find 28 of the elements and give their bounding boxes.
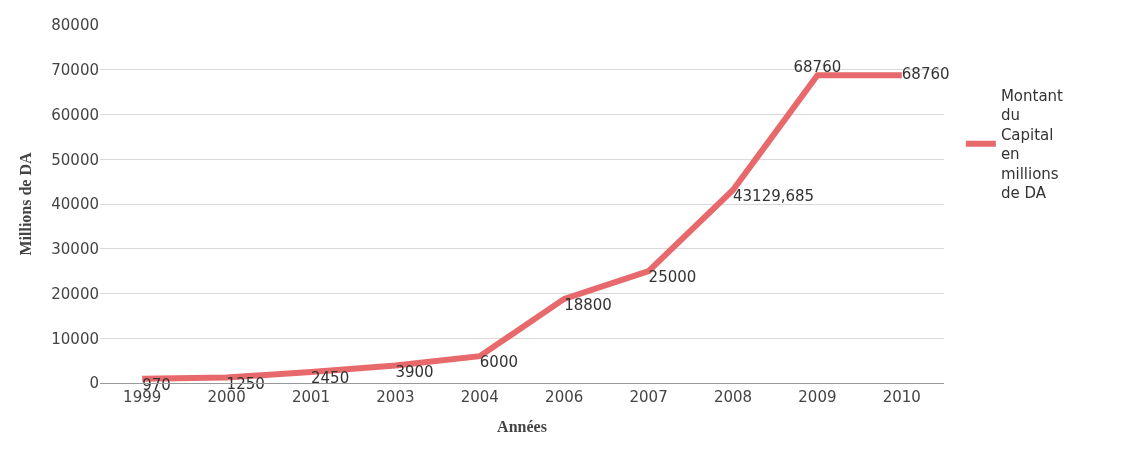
x-tick-label: 2004 xyxy=(460,388,499,406)
x-axis-title: Années xyxy=(497,417,547,435)
x-tick-label: 2007 xyxy=(629,388,668,406)
x-tick-label: 2008 xyxy=(713,388,753,406)
y-tick-label: 10000 xyxy=(51,329,99,348)
data-label: 68760 xyxy=(901,65,950,84)
x-tick-label: 2010 xyxy=(882,388,921,406)
y-tick-label: 40000 xyxy=(51,195,99,214)
x-tick-label: 2001 xyxy=(291,388,331,406)
data-label: 6000 xyxy=(479,353,518,372)
data-label: 18800 xyxy=(564,296,612,315)
y-tick-label: 0 xyxy=(89,374,99,393)
data-label: 43129,685 xyxy=(733,187,815,206)
data-label: 2450 xyxy=(311,369,350,388)
x-tick-label: 2009 xyxy=(798,388,837,406)
y-tick-label: 50000 xyxy=(51,150,99,169)
data-label: 68760 xyxy=(793,57,842,76)
y-tick-label: 20000 xyxy=(51,284,99,303)
y-tick-label: 80000 xyxy=(51,16,99,35)
data-label: 3900 xyxy=(395,362,434,381)
data-label: 25000 xyxy=(648,268,697,287)
y-tick-label: 60000 xyxy=(51,105,99,124)
y-tick-label: 30000 xyxy=(51,240,99,258)
x-tick-label: 2006 xyxy=(545,388,584,406)
y-axis-title: Millions de DA xyxy=(17,152,35,256)
y-tick-label: 70000 xyxy=(51,61,99,79)
legend-label: Montant du Capital en millions de DA xyxy=(1000,86,1064,203)
x-tick-label: 2003 xyxy=(376,388,415,406)
